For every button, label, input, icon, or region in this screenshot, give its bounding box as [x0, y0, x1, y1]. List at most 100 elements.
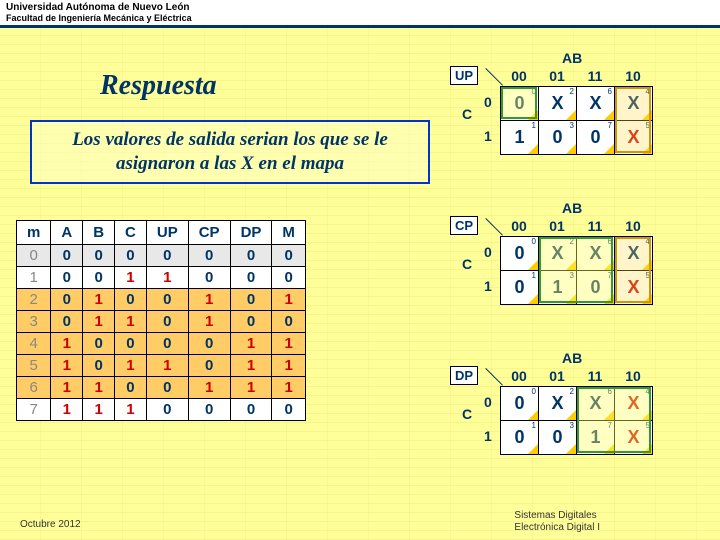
cell: 0 — [188, 333, 230, 355]
minterm-idx: 7 — [608, 121, 612, 130]
cell: 0 — [272, 399, 306, 421]
kmap-value: X — [627, 427, 639, 447]
cell: 1 — [115, 311, 147, 333]
cell: 0 — [115, 333, 147, 355]
col-hdr: 00 — [500, 68, 538, 84]
minterm-idx: 4 — [646, 87, 650, 96]
cell: 0 — [115, 245, 147, 267]
table-row: 30110100 — [17, 311, 306, 333]
cell: 6 — [17, 377, 51, 399]
cell: 1 — [188, 289, 230, 311]
kmap-value: X — [627, 127, 639, 147]
col-hdr: 11 — [576, 218, 614, 234]
cell: 5 — [17, 355, 51, 377]
minterm-idx: 5 — [646, 271, 650, 280]
cell: 0 — [188, 245, 230, 267]
cell: 1 — [83, 377, 115, 399]
kmap-cell: 03 — [539, 121, 577, 155]
cell: 1 — [115, 267, 147, 289]
kmap-cell: 00 — [501, 237, 539, 271]
kmap-col-headers: 00011110 — [500, 368, 652, 384]
kmap-col-headers: 00011110 — [500, 218, 652, 234]
corner-mark — [604, 110, 614, 120]
kmap-cell: 07 — [577, 121, 615, 155]
c-label: C — [462, 106, 472, 122]
kmap-cell: X5 — [615, 271, 653, 305]
cell: 0 — [146, 245, 188, 267]
corner-mark — [604, 294, 614, 304]
cell: 0 — [146, 399, 188, 421]
corner-mark — [566, 410, 576, 420]
kmap-value: X — [627, 277, 639, 297]
kmap-value: X — [627, 393, 639, 413]
kmap-value: X — [589, 93, 601, 113]
minterm-idx: 3 — [570, 121, 574, 130]
col-B: B — [83, 221, 115, 245]
col-hdr: 11 — [576, 68, 614, 84]
cell: 0 — [272, 245, 306, 267]
cell: 1 — [146, 355, 188, 377]
row-hdr: 1 — [484, 278, 492, 294]
minterm-idx: 7 — [608, 271, 612, 280]
corner-mark — [642, 294, 652, 304]
cell: 7 — [17, 399, 51, 421]
kmap-value: 1 — [514, 127, 524, 147]
col-hdr: 01 — [538, 68, 576, 84]
cell: 0 — [146, 311, 188, 333]
minterm-idx: 5 — [646, 121, 650, 130]
cell: 2 — [17, 289, 51, 311]
kmap-cell: X5 — [615, 121, 653, 155]
cell: 0 — [230, 399, 272, 421]
minterm-idx: 3 — [570, 421, 574, 430]
col-hdr: 00 — [500, 218, 538, 234]
cell: 1 — [83, 399, 115, 421]
kmap-value: X — [551, 93, 563, 113]
truth-table: mABCUPCPDPM 0000000010011000201001013011… — [16, 220, 306, 421]
uni-name: Universidad Autónoma de Nuevo León — [6, 2, 714, 13]
minterm-idx: 4 — [646, 237, 650, 246]
corner-mark — [566, 260, 576, 270]
kmap-cell: X4 — [615, 387, 653, 421]
kmap-value: 0 — [514, 93, 524, 113]
kmap-cell: 00 — [501, 387, 539, 421]
kmap-output-label: CP — [450, 216, 478, 235]
c-label: C — [462, 256, 472, 272]
cell: 1 — [188, 377, 230, 399]
faculty-name: Facultad de Ingeniería Mecánica y Eléctr… — [6, 13, 714, 23]
kmap-value: X — [589, 243, 601, 263]
cell: 1 — [272, 333, 306, 355]
footer-course: Sistemas Digitales Electrónica Digital I — [514, 510, 600, 534]
cell: 3 — [17, 311, 51, 333]
cell: 0 — [83, 355, 115, 377]
page-title: Respuesta — [100, 70, 217, 102]
cell: 4 — [17, 333, 51, 355]
cell: 0 — [188, 399, 230, 421]
minterm-idx: 6 — [608, 87, 612, 96]
col-A: A — [51, 221, 83, 245]
minterm-idx: 2 — [570, 87, 574, 96]
row-hdr: 0 — [484, 244, 492, 260]
corner-mark — [566, 110, 576, 120]
corner-mark — [528, 260, 538, 270]
kmap-value: X — [627, 243, 639, 263]
corner-mark — [604, 260, 614, 270]
kmap-cell: 01 — [501, 421, 539, 455]
table-row: 51011011 — [17, 355, 306, 377]
cell: 1 — [146, 267, 188, 289]
col-hdr: 00 — [500, 368, 538, 384]
minterm-idx: 6 — [608, 387, 612, 396]
col-M: M — [272, 221, 306, 245]
cell: 0 — [17, 245, 51, 267]
kmap-cell: 00 — [501, 87, 539, 121]
cell: 1 — [230, 377, 272, 399]
kmap-cell: X2 — [539, 87, 577, 121]
kmap-cell: 11 — [501, 121, 539, 155]
ab-label: AB — [562, 200, 582, 216]
cell: 1 — [272, 377, 306, 399]
kmap-cell: 01 — [501, 271, 539, 305]
col-DP: DP — [230, 221, 272, 245]
kmap-CP: 00X2X6X4011307X5 — [500, 236, 653, 305]
cell: 1 — [51, 333, 83, 355]
minterm-idx: 5 — [646, 421, 650, 430]
corner-mark — [642, 144, 652, 154]
